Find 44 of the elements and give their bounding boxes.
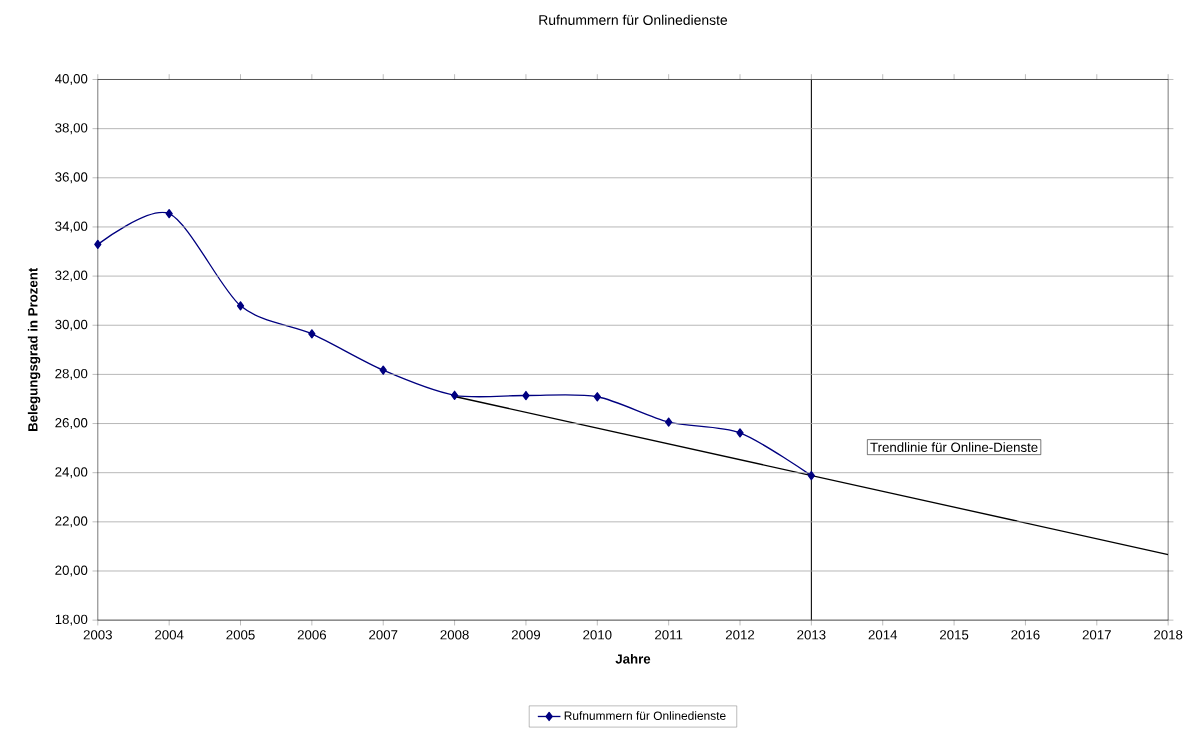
x-tick-label: 2008 [440,629,469,640]
point [665,417,673,427]
x-tick-label: 2018 [1154,629,1183,640]
x-tick-label: 2006 [297,629,327,640]
point [94,239,102,249]
x-tick-label: 2004 [155,629,184,640]
x-tick-label: 2011 [655,629,683,640]
x-tick-label: 2010 [583,629,612,640]
chart-title: Rufnummern für Onlinedienste [539,14,728,25]
x-tick-label: 2007 [369,629,398,640]
x-tick-label: 2014 [868,629,898,640]
point [450,390,459,400]
y-tick-label: 22,00 [55,516,88,528]
y-tick-label: 40,00 [54,73,88,85]
x-tick-label: 2013 [797,629,826,640]
x-tick-label: 2009 [511,629,541,640]
y-tick-label: 24,00 [55,467,88,478]
x-tick-label: 2005 [226,629,255,640]
point [308,328,316,339]
y-tick-label: 28,00 [55,368,88,380]
y-tick-label: 18,00 [55,614,88,626]
point [165,208,173,219]
y-tick-label: 32,00 [55,270,88,282]
point [736,428,744,438]
legend-label: Rufnummern für Onlinedienste [564,710,726,720]
point [593,391,601,402]
y-tick-label: 36,00 [55,172,88,184]
y-tick-label: 30,00 [55,319,88,331]
x-tick-label: 2003 [83,629,112,640]
y-tick-label: 34,00 [55,221,88,233]
y-tick-label: 38,00 [55,122,88,134]
x-tick-label: 2015 [940,629,969,640]
x-tick-label: 2017 [1082,629,1111,640]
point [522,390,530,400]
point [379,365,387,375]
y-tick-label: 26,00 [55,417,88,429]
y-tick-label: 20,00 [55,565,88,577]
annotation: Trendlinie für Online-Dienste [870,442,1038,452]
point [807,470,816,481]
point [236,300,245,311]
y-axis-title: Belegungsgrad in Prozent [27,267,41,431]
x-tick-label: 2016 [1011,629,1040,640]
x-axis-title: Jahre [615,653,651,664]
x-tick-label: 2012 [725,629,755,640]
